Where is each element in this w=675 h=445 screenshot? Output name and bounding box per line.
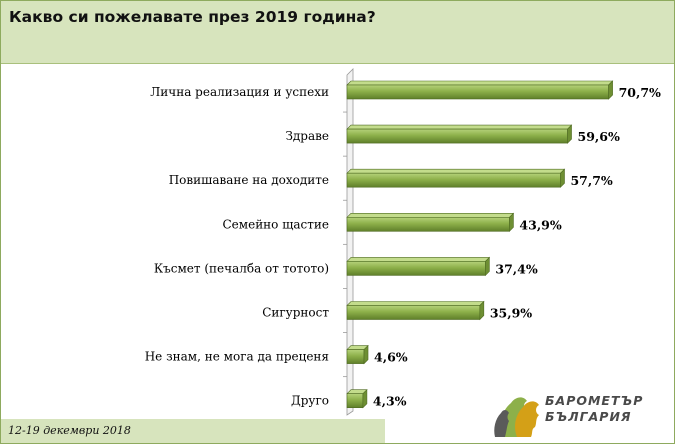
category-axis	[346, 68, 354, 416]
value-label: 4,3%	[373, 394, 407, 409]
bar	[346, 80, 614, 100]
category-label: Сигурност	[262, 306, 329, 320]
survey-date: 12-19 декември 2018	[8, 424, 131, 437]
logo-word-barometer: БАРОМЕТЪР	[545, 393, 644, 408]
category-label: Повишаване на доходите	[169, 173, 329, 187]
bar	[346, 388, 368, 409]
value-label: 70,7%	[619, 85, 661, 100]
value-label: 59,6%	[578, 129, 620, 144]
logo-word-bulgaria: БЪЛГАРИЯ	[545, 409, 632, 424]
bar	[346, 344, 369, 365]
value-label: 57,7%	[570, 173, 612, 188]
category-label: Късмет (печалба от тотото)	[154, 261, 329, 275]
profile-heads-icon	[494, 397, 539, 437]
value-label: 43,9%	[519, 217, 561, 232]
category-label: Друго	[291, 394, 329, 408]
value-label: 4,6%	[374, 350, 408, 365]
bar	[346, 212, 515, 233]
barometer-bulgaria-logo: БАРОМЕТЪР БЪЛГАРИЯ	[493, 385, 673, 441]
bar	[346, 168, 566, 188]
bar	[346, 300, 485, 321]
chart-footer: 12-19 декември 2018	[1, 419, 385, 443]
bar	[346, 124, 573, 144]
value-label: 37,4%	[495, 261, 537, 276]
category-label: Здраве	[285, 129, 329, 143]
chart-header: Какво си пожелавате през 2019 година?	[1, 1, 674, 64]
category-label: Семейно щастие	[222, 217, 329, 231]
value-label: 35,9%	[490, 306, 532, 321]
category-label: Не знам, не мога да преценя	[145, 350, 329, 364]
bar	[346, 256, 491, 277]
category-label: Лична реализация и успехи	[150, 85, 329, 99]
chart-title: Какво си пожелавате през 2019 година?	[9, 8, 376, 26]
